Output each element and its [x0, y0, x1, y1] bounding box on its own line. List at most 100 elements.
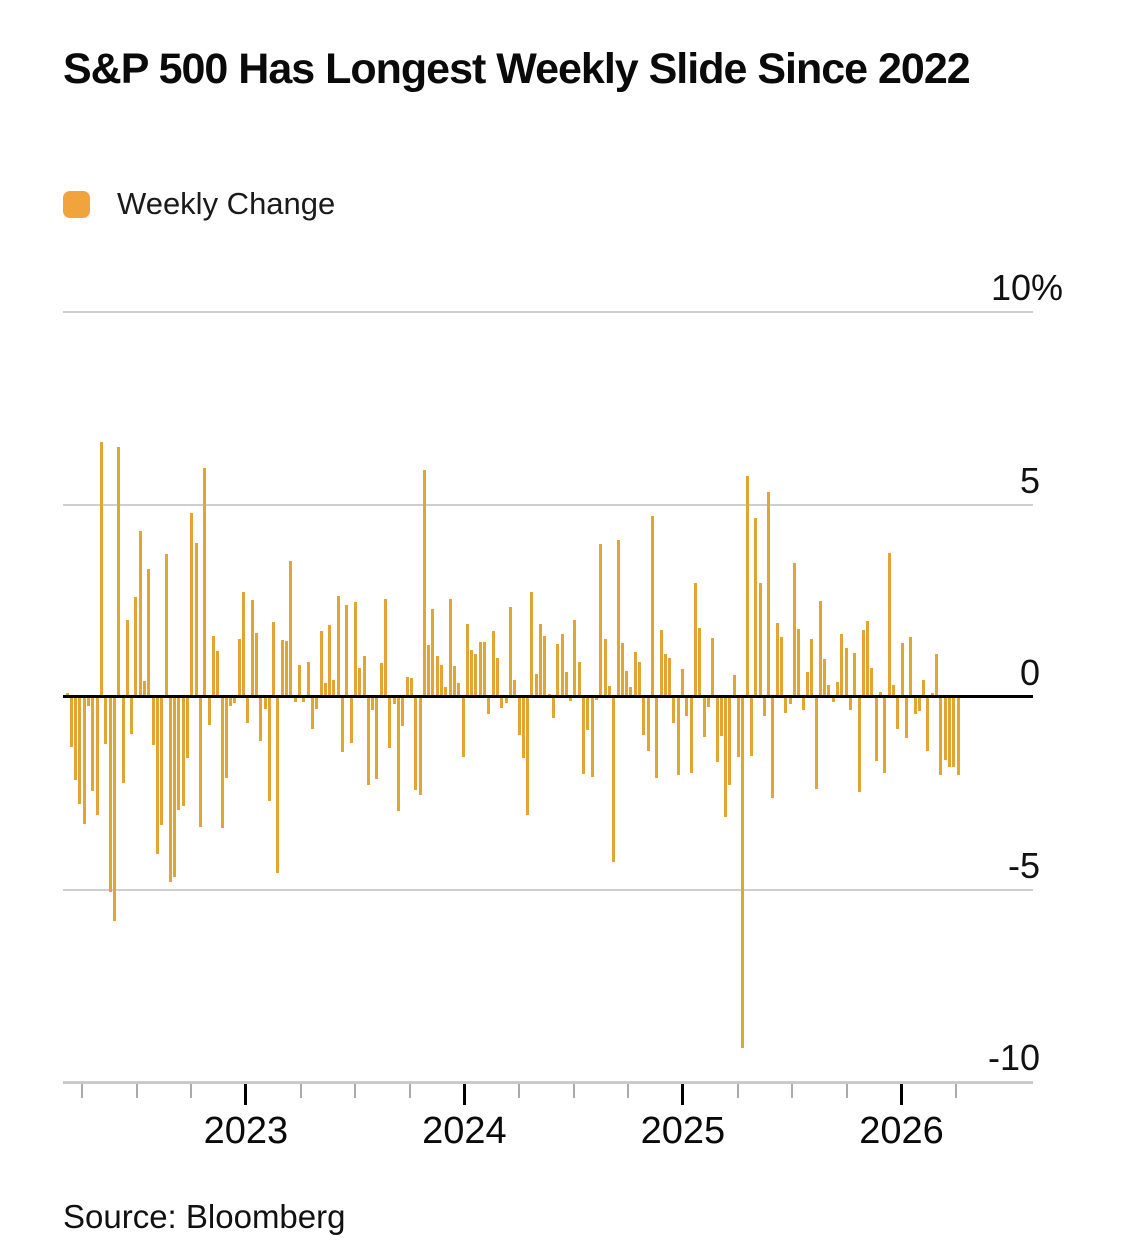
weekly-change-bar	[190, 513, 194, 695]
weekly-change-bar	[655, 698, 659, 778]
x-axis-minor-tick	[408, 1084, 411, 1098]
weekly-change-bar	[267, 698, 271, 801]
weekly-change-bar	[848, 698, 852, 710]
x-axis-year-tick	[900, 1084, 903, 1105]
weekly-change-bar	[805, 672, 809, 695]
source-note: Source: Bloomberg	[63, 1198, 346, 1235]
weekly-change-bar	[840, 634, 844, 695]
weekly-change-bar	[65, 693, 69, 695]
weekly-change-bar	[874, 698, 878, 761]
x-axis-minor-tick	[135, 1084, 138, 1098]
weekly-change-bar	[719, 698, 723, 736]
weekly-change-bar	[375, 698, 379, 779]
weekly-change-bar	[590, 698, 594, 777]
weekly-change-bar	[629, 687, 633, 695]
weekly-change-bar	[91, 698, 95, 791]
weekly-change-bar	[457, 683, 461, 695]
weekly-change-bar	[173, 698, 177, 877]
weekly-change-bar	[792, 563, 796, 695]
weekly-change-bar	[775, 623, 779, 695]
zero-gridline	[63, 695, 1033, 698]
weekly-change-bar	[724, 698, 728, 817]
weekly-change-bar	[478, 642, 482, 695]
weekly-change-bar	[418, 698, 422, 795]
weekly-change-bar	[930, 693, 934, 695]
weekly-change-bar	[194, 543, 198, 695]
x-axis-year-tick	[462, 1084, 466, 1105]
weekly-change-bar	[741, 698, 745, 1048]
weekly-change-bar	[551, 698, 555, 718]
weekly-change-bar	[844, 648, 848, 695]
legend-swatch-icon	[63, 190, 90, 218]
weekly-change-bar	[599, 544, 603, 695]
weekly-change-bar	[349, 698, 353, 743]
weekly-change-bar	[310, 698, 314, 729]
weekly-change-bar	[491, 631, 495, 695]
x-axis-year-label: 2023	[203, 1110, 289, 1152]
weekly-change-bar	[134, 597, 138, 695]
weekly-change-bar	[758, 583, 762, 695]
weekly-change-bar	[362, 656, 366, 695]
weekly-change-bar	[620, 643, 624, 695]
weekly-change-bar	[526, 698, 530, 815]
x-axis-minor-tick	[627, 1084, 630, 1098]
weekly-change-bar	[259, 698, 263, 741]
weekly-change-bar	[229, 698, 233, 706]
weekly-change-bar	[160, 698, 164, 825]
weekly-change-bar	[547, 694, 551, 695]
y-axis-label: 0	[1019, 652, 1040, 693]
weekly-change-bar	[465, 624, 469, 695]
weekly-change-bar	[401, 698, 405, 726]
weekly-change-bar	[345, 605, 349, 695]
weekly-change-bar	[87, 698, 90, 706]
weekly-change-bar	[818, 601, 822, 695]
x-axis-minor-tick	[518, 1084, 520, 1098]
legend: Weekly Change	[63, 186, 335, 222]
weekly-change-bar	[440, 665, 443, 695]
weekly-change-bar	[866, 621, 870, 695]
weekly-change-bar	[474, 654, 478, 695]
y-axis-label: 10%	[990, 267, 1063, 308]
weekly-change-bar	[564, 672, 568, 695]
weekly-change-bar	[646, 698, 650, 751]
weekly-change-bar	[328, 625, 332, 695]
x-axis-minor-tick	[354, 1084, 357, 1098]
weekly-change-bar	[887, 553, 891, 695]
weekly-change-bar	[767, 492, 771, 695]
weekly-change-bar	[706, 698, 710, 707]
weekly-change-bar	[444, 687, 448, 695]
weekly-change-bar	[78, 698, 82, 804]
weekly-change-bar	[917, 698, 921, 711]
weekly-change-bar	[513, 680, 517, 695]
weekly-change-bar	[285, 641, 288, 695]
weekly-change-bar	[715, 698, 719, 762]
weekly-change-bar	[254, 633, 258, 695]
weekly-change-bar	[293, 698, 297, 702]
weekly-change-bar	[276, 698, 280, 873]
weekly-change-bar	[323, 683, 327, 695]
weekly-change-bar	[422, 470, 426, 695]
weekly-change-bar	[138, 531, 142, 695]
weekly-change-bar	[504, 698, 508, 703]
x-axis-minor-tick	[81, 1084, 83, 1098]
weekly-change-bar	[556, 644, 560, 695]
weekly-change-bar	[95, 698, 99, 815]
weekly-change-bar	[431, 609, 435, 695]
weekly-change-bar	[681, 669, 684, 695]
weekly-change-bar	[358, 668, 362, 695]
weekly-change-bar	[117, 447, 121, 695]
weekly-change-bar	[943, 698, 947, 760]
x-axis-line	[63, 1082, 1033, 1084]
weekly-change-bar	[530, 592, 534, 695]
weekly-change-bar	[780, 637, 783, 695]
weekly-change-bar	[508, 607, 512, 695]
weekly-change-bar	[280, 640, 284, 695]
weekly-change-bar	[607, 686, 611, 695]
weekly-change-bar	[448, 599, 452, 695]
x-axis-minor-tick	[299, 1084, 302, 1098]
weekly-change-bar	[203, 468, 207, 695]
weekly-change-bar	[616, 540, 620, 695]
weekly-change-bar	[922, 680, 926, 695]
weekly-change-bar	[728, 698, 732, 785]
weekly-change-bar	[104, 698, 108, 744]
